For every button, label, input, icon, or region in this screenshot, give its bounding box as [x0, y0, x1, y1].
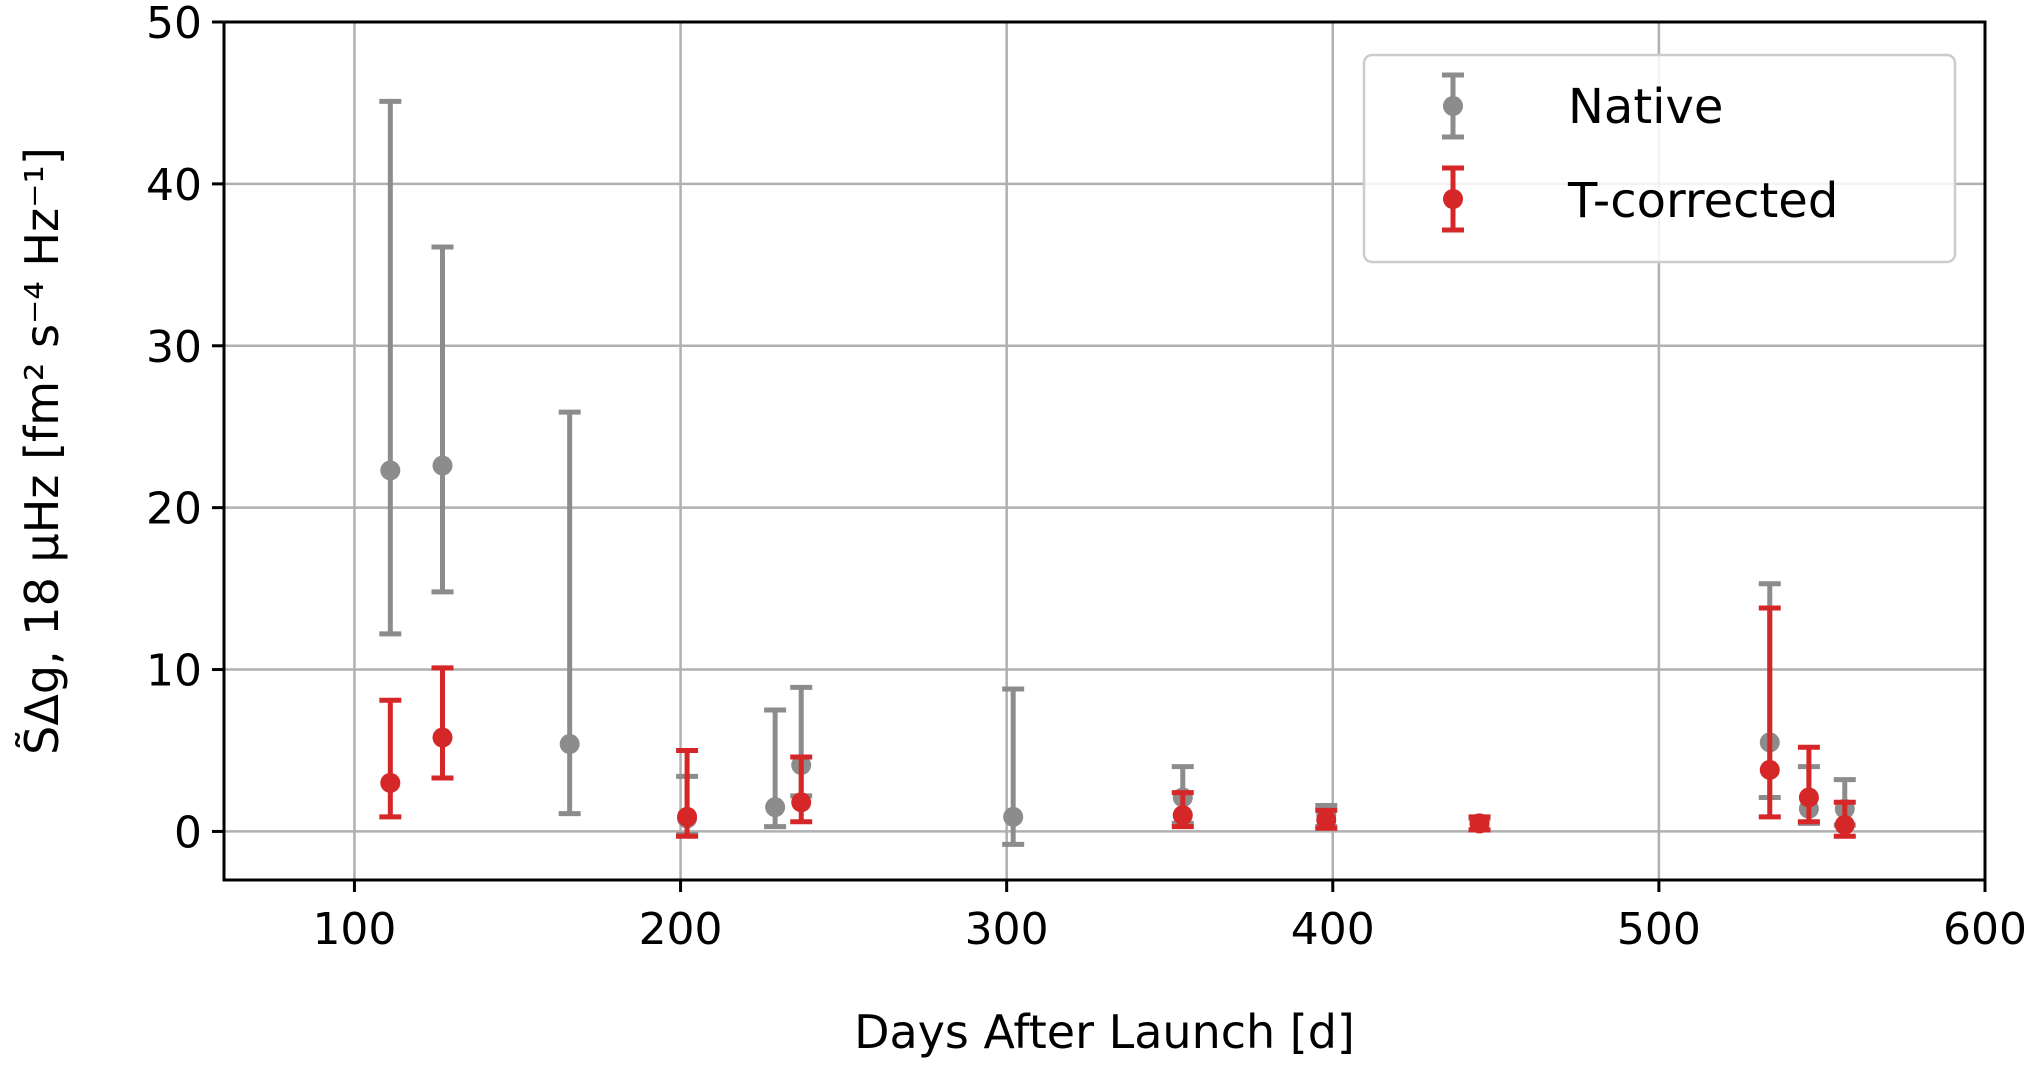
plot-frame: [222, 20, 1987, 882]
axis-ticks: 100 200 300 400 500 600 0 10 20 30 40 50: [146, 0, 2027, 955]
y-tick-label: 20: [146, 484, 202, 535]
legend-t-corrected-label: T-corrected: [1567, 173, 1838, 229]
t-corrected-point: [1468, 813, 1491, 834]
t-corrected-point: [1171, 790, 1194, 830]
t-corrected-point: [1797, 744, 1820, 825]
y-axis-label: S̃Δg, 18 μHz [fm² s⁻⁴ Hz⁻¹]: [15, 147, 69, 755]
y-tick-label: 50: [146, 0, 202, 49]
t-corrected-point: [790, 754, 813, 825]
x-tick-label: 200: [639, 904, 723, 955]
native-series: [379, 98, 1856, 847]
t-corrected-point: [1833, 799, 1856, 839]
native-point: [764, 707, 787, 830]
y-tick-label: 0: [174, 807, 202, 858]
legend-box: [1362, 53, 1957, 264]
y-tick-label: 30: [146, 322, 202, 373]
legend-native-marker: [1442, 72, 1464, 140]
native-point: [1002, 686, 1025, 847]
y-tick-label: 40: [146, 160, 202, 211]
y-tick-label: 10: [146, 646, 202, 697]
legend: Native T-corrected: [1362, 53, 1957, 264]
t-corrected-point: [1315, 807, 1338, 831]
x-tick-label: 100: [312, 904, 396, 955]
x-tick-label: 500: [1617, 904, 1701, 955]
t-corrected-point: [676, 747, 699, 839]
x-axis-label: Days After Launch [d]: [854, 1005, 1355, 1059]
x-tick-label: 300: [965, 904, 1049, 955]
t-corrected-point: [379, 697, 402, 820]
t-corrected-series: [379, 605, 1856, 839]
x-tick-label: 600: [1943, 904, 2027, 955]
native-point: [379, 98, 402, 637]
native-point: [431, 244, 454, 595]
t-corrected-point: [431, 665, 454, 781]
native-point: [558, 409, 581, 817]
legend-t-corrected-marker: [1442, 165, 1464, 233]
legend-native-label: Native: [1568, 79, 1723, 135]
x-tick-label: 400: [1291, 904, 1375, 955]
t-corrected-point: [1758, 605, 1781, 820]
